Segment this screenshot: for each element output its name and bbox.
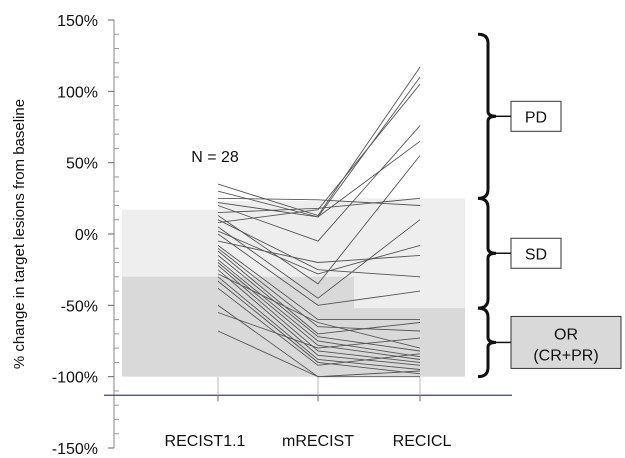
series-line (217, 250, 421, 335)
series-line (217, 287, 421, 366)
y-tick-label: 150% (57, 13, 98, 30)
series-line (217, 76, 421, 218)
x-category-label: RECICL (393, 433, 452, 450)
series-line (217, 155, 421, 285)
series-line (217, 276, 421, 370)
or-region (122, 276, 465, 377)
sd-box (510, 237, 562, 269)
series-line (217, 230, 421, 275)
series-line (217, 140, 421, 218)
series-line (217, 312, 421, 349)
series-line (217, 197, 421, 214)
series-line (217, 245, 420, 321)
or-box (510, 315, 622, 369)
y-tick-label: -150% (52, 441, 98, 458)
series-line (217, 197, 421, 206)
y-tick-label: 100% (57, 84, 98, 101)
series-layer (217, 66, 421, 378)
y-tick-label: -100% (52, 370, 98, 387)
axes: -150% -100% -50% 0% 50% 100% 150% (52, 13, 512, 458)
y-tick-label: 0% (75, 227, 98, 244)
sample-size-annotation: N = 28 (191, 149, 239, 166)
series-line (217, 66, 421, 217)
series-line (217, 265, 421, 363)
series-line (217, 233, 421, 306)
bracket-pd (477, 32, 497, 200)
series-line (217, 219, 421, 278)
pd-label: PD (525, 109, 547, 126)
bracket-sd (477, 196, 497, 310)
x-category-label: RECIST1.1 (165, 433, 246, 450)
bracket-or (477, 306, 497, 379)
pd-box (510, 100, 562, 132)
series-line (217, 83, 421, 224)
series-line (217, 280, 421, 375)
series-line (217, 219, 421, 299)
series-line (217, 330, 421, 378)
series-line (217, 247, 421, 332)
series-line (217, 259, 421, 358)
series-line (217, 269, 421, 366)
response-brackets: PD SD OR (CR+PR) (477, 32, 622, 379)
y-axis-label: % change in target lesions from baseline (11, 99, 28, 369)
series-line (217, 273, 421, 349)
series-line (217, 125, 421, 242)
series-line (217, 240, 421, 263)
labels: RECIST1.1 mRECIST RECICL % change in target… (11, 99, 451, 450)
or-label: OR (554, 326, 578, 343)
series-line (217, 255, 421, 352)
or-sublabel: (CR+PR) (533, 347, 598, 364)
y-tick-label: -50% (61, 298, 98, 315)
sd-label: SD (525, 246, 547, 263)
x-category-label: mRECIST (282, 433, 354, 450)
y-tick-label: 50% (66, 156, 98, 173)
